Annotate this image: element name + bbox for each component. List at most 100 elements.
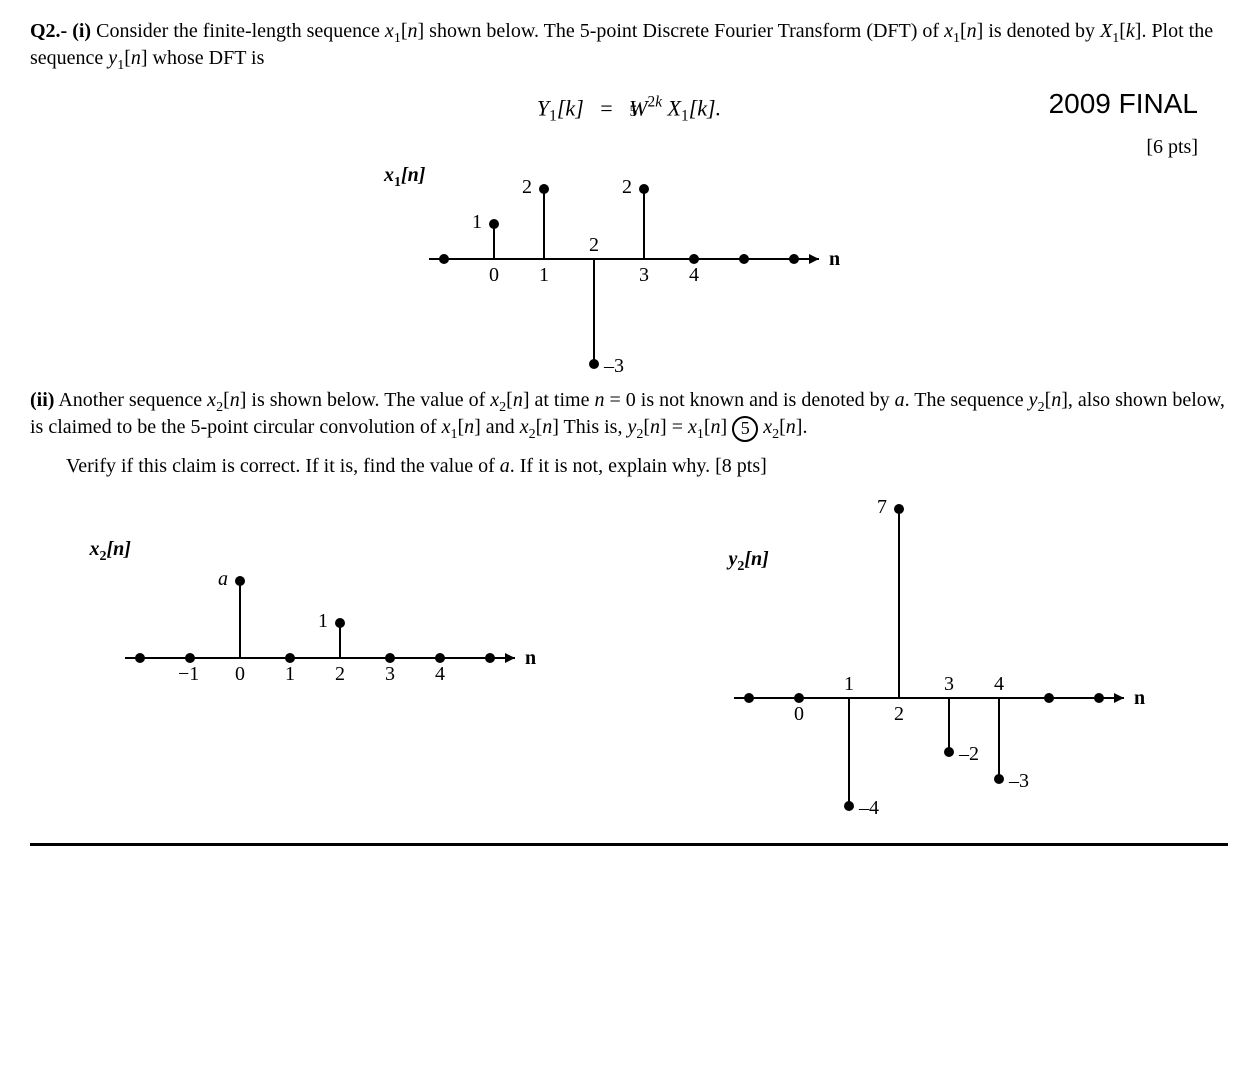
ccx1: x [688,416,697,438]
plot-x1-title: x1[n] [384,164,425,191]
svg-text:3: 3 [639,264,649,286]
svg-text:a: a [218,568,228,590]
ccn3: n [786,416,796,438]
ccn1: n [650,416,660,438]
points-i: [6 pts] [30,136,1198,159]
ccs1: 2 [636,427,643,442]
part-ii-text: Another sequence x2[n] is shown below. T… [30,389,1225,439]
svg-text:2: 2 [589,234,599,256]
neq0: n [594,389,604,411]
q-number: Q2.- [30,20,67,42]
t2: shown below. The 5-point Discrete Fourie… [424,20,944,42]
p2s1: 2 [216,400,223,415]
svg-text:2: 2 [894,703,904,725]
fX: X [668,95,681,120]
plot-x1-svg: n1021–32234 [414,174,844,374]
p2n1: n [230,389,240,411]
p2n5: n [542,416,552,438]
fk2: k [697,95,707,120]
svg-text:1: 1 [844,673,854,695]
plot-x1-container: x1[n] n1021–32234 [30,174,1228,374]
ccx2: x [763,416,772,438]
svg-text:1: 1 [472,211,482,233]
p2t1: Another sequence [58,389,207,411]
p2t2: is shown below. The value of [246,389,490,411]
plot-x2-svg: na011234−1 [110,498,540,748]
p2t8: This is, [559,416,628,438]
part-ii-label: (ii) [30,389,54,411]
p2s2: 2 [499,400,506,415]
svg-text:4: 4 [994,673,1004,695]
svg-text:4: 4 [689,264,699,286]
formula-row: Y1[k] = W2k5 X1[k]. 2009 FINAL [30,94,1228,126]
vt2: . If it is not, explain why. [510,455,715,477]
svg-text:1: 1 [539,264,549,286]
svg-text:7: 7 [877,498,887,518]
p2t7: and [481,416,520,438]
fk1: k [565,95,575,120]
circled-5: 5 [732,416,758,442]
x1n-1: x [385,20,394,42]
part-i-block: Q2.- (i) Consider the finite-length sequ… [30,20,1228,74]
p2n4: n [464,416,474,438]
exam-tag: 2009 FINAL [1049,88,1198,120]
sub4: 1 [117,58,124,73]
y2n-1: y [1029,389,1038,411]
plot-x1: x1[n] n1021–32234 [414,174,844,374]
dual-plot-row: x2[n] na011234−1 y2[n] n0–4172–23–34 [30,498,1228,838]
p2t5: . The sequence [905,389,1029,411]
x2n-1: x [207,389,216,411]
p2n3: n [1051,389,1061,411]
ccn2: n [711,416,721,438]
svg-text:n: n [525,647,536,669]
x1n-2: x [944,20,953,42]
part-ii-label-text: (ii) [30,389,54,411]
svg-text:2: 2 [335,663,345,685]
n1: n [407,20,417,42]
plot-x2: x2[n] na011234−1 [110,498,540,838]
t1: Consider the finite-length sequence [96,20,385,42]
X1k: X [1100,20,1112,42]
svg-text:n: n [1134,687,1145,709]
svg-text:−1: −1 [178,663,199,685]
sub3: 1 [1112,31,1119,46]
svg-text:2: 2 [522,176,532,198]
p2s4: 1 [450,427,457,442]
svg-text:2: 2 [622,176,632,198]
svg-text:–3: –3 [603,355,624,374]
part-i-label: (i) [72,20,91,42]
vt1: Verify if this claim is correct. If it i… [66,455,500,477]
sub2: 1 [953,31,960,46]
feq: = [600,95,612,120]
x2n-2: x [490,389,499,411]
verify-line: Verify if this claim is correct. If it i… [66,455,1228,478]
sub1: 1 [394,31,401,46]
a-2: a [500,455,510,477]
svg-text:0: 0 [794,703,804,725]
part-ii-block: (ii) Another sequence x2[n] is shown bel… [30,389,1228,479]
p2s3: 2 [1038,400,1045,415]
fsub1: 1 [549,108,557,125]
svg-text:3: 3 [944,673,954,695]
svg-text:–4: –4 [858,797,879,819]
svg-text:–3: –3 [1008,770,1029,792]
part-i-line1: Consider the finite-length sequence x1[n… [30,20,1213,69]
ccs3: 2 [772,427,779,442]
p2s5: 2 [529,427,536,442]
part-i-label-text: (i) [72,20,91,42]
y1n: y [108,47,117,69]
svg-text:4: 4 [435,663,445,685]
x2n-3: x [520,416,529,438]
p2t4: is not known and is denoted by [636,389,895,411]
formula: Y1[k] = W2k5 X1[k]. [537,94,721,126]
svg-text:1: 1 [285,663,295,685]
Y1k: Y [537,95,549,120]
svg-text:n: n [829,248,840,270]
points-ii: [8 pts] [715,455,767,477]
t3: is denoted by [983,20,1100,42]
ccs2: 1 [697,427,704,442]
p2n2: n [513,389,523,411]
svg-text:3: 3 [385,663,395,685]
plot-y2: y2[n] n0–4172–23–34 [699,498,1149,838]
p2t3: at time [530,389,595,411]
